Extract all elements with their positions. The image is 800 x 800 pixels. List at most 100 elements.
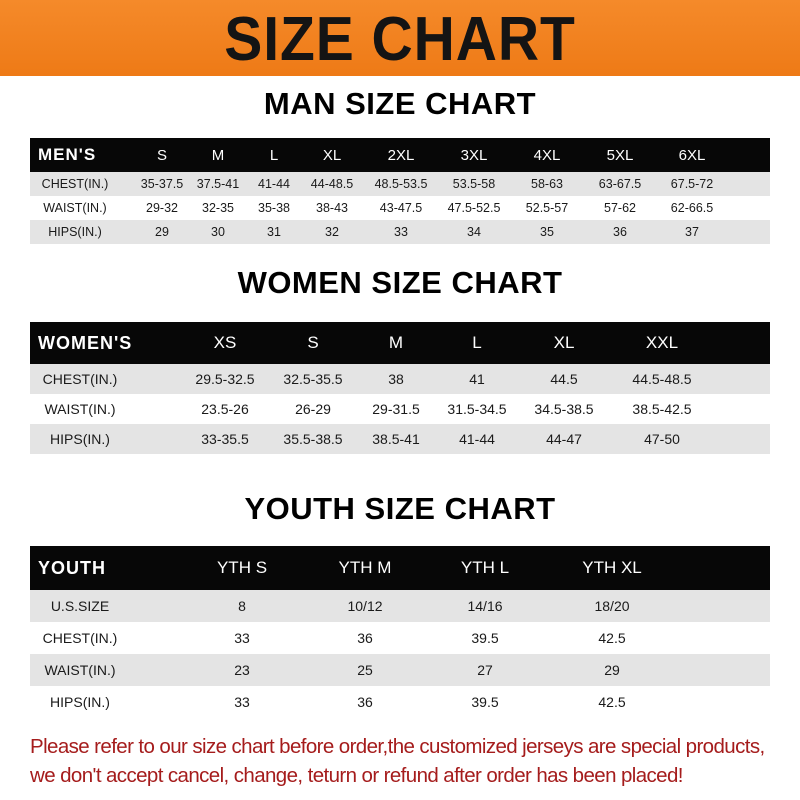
table-category-label: WOMEN'S <box>38 332 133 353</box>
table-cell: 47.5-52.5 <box>447 201 501 215</box>
table-cell: 44-47 <box>546 431 582 447</box>
women-size-table: WOMEN'S XS S M L XL XXL CHEST(IN.) 29.5-32.5 32.5… <box>30 322 770 455</box>
disclaimer-line-2: we don't accept cancel, change, teturn o… <box>30 764 683 787</box>
table-cell: 62-66.5 <box>670 201 714 215</box>
table-cell: 18/20 <box>594 598 630 614</box>
table-row: HIPS(IN.) 29 30 31 32 33 34 35 36 37 <box>30 220 770 244</box>
table-cell: 32 <box>325 225 339 239</box>
table-cell: 29-32 <box>146 201 178 215</box>
table-cell: 29 <box>155 225 169 239</box>
men-section-title: MAN SIZE CHART <box>263 86 537 121</box>
table-cell: 36 <box>357 694 373 710</box>
size-column-header: S <box>156 146 168 164</box>
table-row: U.S.SIZE 8 10/12 14/16 18/20 <box>30 590 770 622</box>
women-section-title: WOMEN SIZE CHART <box>237 265 563 300</box>
row-label: CHEST(IN.) <box>42 371 118 387</box>
table-row: WAIST(IN.) 23.5-26 26-29 29-31.5 31.5-34.5 34… <box>30 394 770 424</box>
table-cell: 32-35 <box>202 201 234 215</box>
table-cell: 35 <box>540 225 554 239</box>
table-cell: 35.5-38.5 <box>283 431 343 447</box>
table-cell: 31.5-34.5 <box>447 401 507 417</box>
table-cell: 29 <box>604 662 620 678</box>
table-cell: 38.5-42.5 <box>632 401 692 417</box>
disclaimer-line-1: Please refer to our size chart before or… <box>30 735 765 758</box>
table-cell: 38 <box>388 371 404 387</box>
table-cell: 33 <box>394 225 408 239</box>
table-cell: 43-47.5 <box>379 201 423 215</box>
size-column-header: 4XL <box>533 146 561 164</box>
table-category-label: MEN'S <box>38 145 97 164</box>
table-cell: 34 <box>467 225 481 239</box>
table-cell: 41-44 <box>258 177 290 191</box>
women-header-row: WOMEN'S XS S M L XL XXL <box>30 322 770 364</box>
table-cell: 8 <box>238 598 246 614</box>
size-column-header: YTH M <box>338 558 392 577</box>
row-label: WAIST(IN.) <box>44 662 116 678</box>
header-banner: SIZE CHART <box>0 0 800 76</box>
size-column-header: XXL <box>645 333 679 352</box>
table-cell: 44.5 <box>550 371 578 387</box>
row-label: HIPS(IN.) <box>48 225 102 239</box>
men-header-row: MEN'S S M L XL 2XL 3XL 4XL 5XL 6XL <box>30 138 770 172</box>
size-column-header: 3XL <box>460 146 488 164</box>
table-cell: 63-67.5 <box>598 177 642 191</box>
table-cell: 52.5-57 <box>525 201 569 215</box>
table-cell: 36 <box>357 630 373 646</box>
table-cell: 53.5-58 <box>452 177 496 191</box>
table-cell: 48.5-53.5 <box>374 177 428 191</box>
table-row: WAIST(IN.) 23 25 27 29 <box>30 654 770 686</box>
table-cell: 30 <box>211 225 225 239</box>
table-cell: 58-63 <box>531 177 563 191</box>
table-cell: 14/16 <box>467 598 503 614</box>
row-label: HIPS(IN.) <box>50 431 110 447</box>
table-cell: 33 <box>234 694 250 710</box>
table-row: CHEST(IN.) 33 36 39.5 42.5 <box>30 622 770 654</box>
table-cell: 38.5-41 <box>372 431 420 447</box>
table-cell: 34.5-38.5 <box>534 401 594 417</box>
table-category-label: YOUTH <box>38 557 106 578</box>
table-cell: 29-31.5 <box>372 401 420 417</box>
table-cell: 67.5-72 <box>670 177 714 191</box>
table-cell: 42.5 <box>598 694 626 710</box>
table-cell: 32.5-35.5 <box>283 371 343 387</box>
row-label: HIPS(IN.) <box>50 694 110 710</box>
size-column-header: L <box>269 146 279 164</box>
size-column-header: 6XL <box>678 146 706 164</box>
row-label: WAIST(IN.) <box>44 401 116 417</box>
size-column-header: YTH XL <box>582 558 642 577</box>
table-cell: 42.5 <box>598 630 626 646</box>
table-row: WAIST(IN.) 29-32 32-35 35-38 38-43 43-47.5 47.… <box>30 196 770 220</box>
table-cell: 23 <box>234 662 250 678</box>
table-row: HIPS(IN.) 33 36 39.5 42.5 <box>30 686 770 718</box>
table-cell: 35-38 <box>258 201 290 215</box>
table-cell: 44.5-48.5 <box>632 371 692 387</box>
table-cell: 47-50 <box>644 431 680 447</box>
table-cell: 57-62 <box>604 201 636 215</box>
youth-section-title: YOUTH SIZE CHART <box>244 491 556 526</box>
size-column-header: YTH L <box>460 558 510 577</box>
row-label: WAIST(IN.) <box>43 201 107 215</box>
size-column-header: XL <box>322 146 342 164</box>
row-label: U.S.SIZE <box>50 598 110 614</box>
size-column-header: 5XL <box>606 146 634 164</box>
size-column-header: 2XL <box>387 146 415 164</box>
table-cell: 10/12 <box>347 598 383 614</box>
size-column-header: S <box>307 333 319 352</box>
table-cell: 23.5-26 <box>201 401 249 417</box>
table-row: CHEST(IN.) 35-37.5 37.5-41 41-44 44-48.5 48.5… <box>30 172 770 196</box>
table-cell: 39.5 <box>471 694 499 710</box>
size-column-header: XL <box>553 333 575 352</box>
row-label: CHEST(IN.) <box>42 630 118 646</box>
table-cell: 35-37.5 <box>140 177 184 191</box>
table-cell: 38-43 <box>316 201 348 215</box>
row-label: CHEST(IN.) <box>41 177 109 191</box>
table-cell: 37 <box>685 225 699 239</box>
table-cell: 31 <box>267 225 281 239</box>
table-cell: 33 <box>234 630 250 646</box>
table-cell: 27 <box>477 662 493 678</box>
size-column-header: XS <box>213 333 237 352</box>
table-cell: 39.5 <box>471 630 499 646</box>
youth-header-row: YOUTH YTH S YTH M YTH L YTH XL <box>30 546 770 590</box>
table-cell: 41 <box>469 371 485 387</box>
men-size-table: MEN'S S M L XL 2XL 3XL 4XL 5XL 6XL CHEST(IN.) 35-37… <box>30 138 770 244</box>
